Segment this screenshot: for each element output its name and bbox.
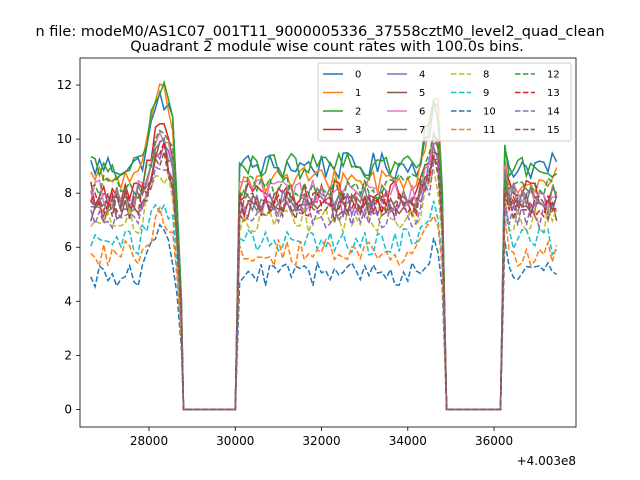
axes: 28000 30000 32000 34000 36000024681012+4.003…: [57, 57, 577, 468]
legend-label-12: 12: [547, 70, 560, 81]
series-line-11: [90, 205, 558, 411]
legend-label-4: 4: [419, 70, 425, 81]
series-line-12: [90, 129, 558, 411]
x-tick-label: 30000: [216, 434, 254, 448]
legend-label-14: 14: [547, 107, 560, 118]
x-offset-label: +4.003e8: [517, 454, 576, 468]
y-tick-label: 4: [64, 294, 72, 308]
legend-label-6: 6: [419, 107, 425, 118]
legend-label-3: 3: [355, 125, 361, 136]
legend-label-0: 0: [355, 70, 361, 81]
y-tick-label: 12: [57, 78, 72, 92]
legend-label-9: 9: [483, 88, 489, 99]
legend-label-7: 7: [419, 125, 425, 136]
series-line-8: [90, 169, 558, 411]
legend-label-2: 2: [355, 107, 361, 118]
chart-title: Quadrant 2 module wise count rates with …: [130, 39, 524, 55]
series-line-13: [90, 141, 557, 411]
series-line-4: [90, 142, 558, 411]
figure-suptitle: n file: modeM0/AS1C07_001T11_9000005336_…: [35, 24, 604, 40]
series-line-14: [90, 157, 558, 411]
plot-frame: [79, 57, 577, 428]
series-line-5: [90, 138, 558, 411]
legend-label-13: 13: [547, 88, 560, 99]
x-tick-label: 34000: [389, 434, 427, 448]
series-line-15: [90, 151, 558, 411]
x-tick-label: 36000: [475, 434, 513, 448]
y-tick-label: 8: [64, 186, 72, 200]
y-tick-label: 10: [57, 132, 72, 146]
legend-label-8: 8: [483, 70, 489, 81]
y-tick-label: 2: [64, 348, 72, 362]
y-tick-label: 6: [64, 240, 72, 254]
legend-label-5: 5: [419, 88, 425, 99]
x-tick-label: 28000: [130, 434, 168, 448]
legend-box: [317, 62, 572, 142]
series-lines: [90, 79, 558, 411]
x-tick-label: 32000: [302, 434, 340, 448]
legend-label-11: 11: [483, 125, 496, 136]
series-line-9: [90, 200, 558, 411]
series-line-10: [90, 223, 557, 411]
y-tick-label: 0: [64, 402, 72, 416]
legend-label-10: 10: [483, 107, 496, 118]
legend-label-1: 1: [355, 88, 361, 99]
legend-label-15: 15: [547, 125, 560, 136]
